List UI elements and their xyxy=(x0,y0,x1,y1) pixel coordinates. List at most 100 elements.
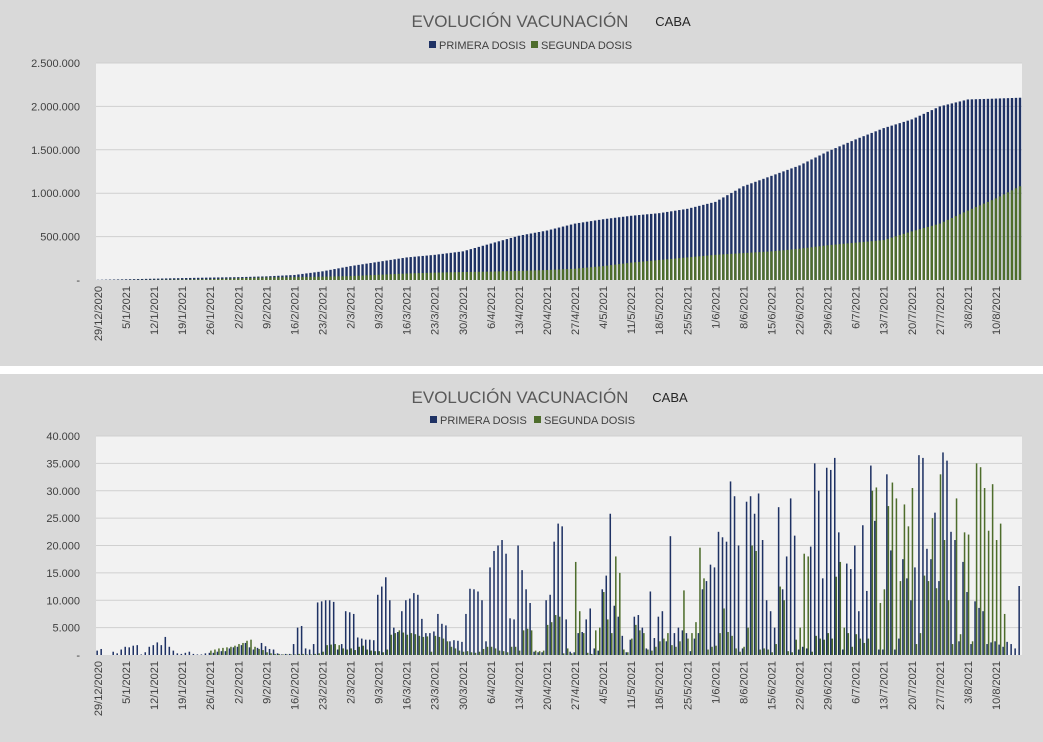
bar-primera-dosis xyxy=(910,600,912,655)
bar-primera-dosis xyxy=(312,644,315,655)
bar-primera-dosis xyxy=(782,171,785,280)
bar-primera-dosis xyxy=(766,177,769,280)
bar-primera-dosis xyxy=(649,591,652,655)
bar-segunda-dosis xyxy=(619,572,621,655)
bar-primera-dosis xyxy=(758,180,761,280)
bar-segunda-dosis xyxy=(914,230,917,280)
bar-segunda-dosis xyxy=(966,210,970,280)
bar-primera-dosis xyxy=(349,266,352,280)
chart-subtitle: CABA xyxy=(655,14,691,29)
bar-segunda-dosis xyxy=(686,257,689,280)
bar-segunda-dosis xyxy=(799,627,801,655)
bar-primera-dosis xyxy=(184,278,188,280)
bar-segunda-dosis xyxy=(959,634,962,655)
x-tick-label: 10/8/2021 xyxy=(991,286,1003,335)
bar-segunda-dosis xyxy=(970,208,974,280)
bar-segunda-dosis xyxy=(834,244,837,280)
bar-primera-dosis xyxy=(774,174,777,280)
bar-segunda-dosis xyxy=(261,277,264,280)
bar-segunda-dosis xyxy=(218,648,220,655)
bar-primera-dosis xyxy=(982,611,984,655)
bar-segunda-dosis xyxy=(727,632,729,655)
bar-primera-dosis xyxy=(749,496,752,655)
x-tick-label: 29/6/2021 xyxy=(823,661,835,710)
bar-segunda-dosis xyxy=(594,630,597,655)
bar-primera-dosis xyxy=(304,648,307,655)
bar-primera-dosis xyxy=(858,137,861,280)
bar-primera-dosis xyxy=(284,653,287,655)
bar-segunda-dosis xyxy=(278,653,280,655)
bar-segunda-dosis xyxy=(715,645,717,655)
bar-segunda-dosis xyxy=(758,252,761,280)
bar-segunda-dosis xyxy=(798,248,801,280)
bar-segunda-dosis xyxy=(474,652,477,655)
bar-segunda-dosis xyxy=(418,635,421,655)
bar-primera-dosis xyxy=(706,203,709,280)
bar-primera-dosis xyxy=(501,540,503,655)
bar-segunda-dosis xyxy=(566,648,569,655)
bar-segunda-dosis xyxy=(549,269,553,280)
bar-segunda-dosis xyxy=(746,252,749,280)
x-tick-label: 16/2/2021 xyxy=(289,661,301,710)
bar-primera-dosis xyxy=(409,598,411,655)
bar-segunda-dosis xyxy=(831,638,834,655)
bar-segunda-dosis xyxy=(679,641,681,655)
bar-primera-dosis xyxy=(357,264,360,280)
bar-segunda-dosis xyxy=(226,647,228,655)
bar-segunda-dosis xyxy=(934,224,938,280)
bar-segunda-dosis xyxy=(398,630,401,655)
bar-primera-dosis xyxy=(878,129,881,280)
bar-segunda-dosis xyxy=(458,650,461,655)
bar-segunda-dosis xyxy=(277,277,280,280)
bar-segunda-dosis xyxy=(470,652,473,655)
bar-primera-dosis xyxy=(581,632,583,655)
bar-segunda-dosis xyxy=(486,646,489,655)
bar-segunda-dosis xyxy=(954,216,958,280)
bar-segunda-dosis xyxy=(373,274,376,280)
bar-segunda-dosis xyxy=(629,262,633,280)
legend-swatch-segunda xyxy=(534,416,541,423)
bar-primera-dosis xyxy=(790,168,793,280)
bar-primera-dosis xyxy=(549,594,551,655)
bar-primera-dosis xyxy=(805,648,808,655)
bar-segunda-dosis xyxy=(851,646,854,655)
bar-primera-dosis xyxy=(882,649,884,655)
bar-primera-dosis xyxy=(417,594,419,655)
bar-primera-dosis xyxy=(256,647,259,655)
daily-chart: EVOLUCIÓN VACUNACIÓN CABA PRIMERA DOSIS … xyxy=(46,388,1022,716)
bar-segunda-dosis xyxy=(317,276,320,280)
x-tick-label: 27/7/2021 xyxy=(935,661,947,710)
bar-segunda-dosis xyxy=(915,644,918,655)
bar-segunda-dosis xyxy=(253,277,256,280)
bar-segunda-dosis xyxy=(671,645,673,655)
bar-primera-dosis xyxy=(629,639,632,655)
bar-primera-dosis xyxy=(545,230,549,280)
bar-primera-dosis xyxy=(517,545,519,655)
bar-segunda-dosis xyxy=(550,622,553,655)
bar-segunda-dosis xyxy=(979,467,982,655)
bar-segunda-dosis xyxy=(958,214,962,280)
bar-primera-dosis xyxy=(694,206,697,280)
x-tick-label: 22/6/2021 xyxy=(795,286,807,335)
bar-segunda-dosis xyxy=(695,622,697,655)
bar-primera-dosis xyxy=(553,228,557,280)
bar-primera-dosis xyxy=(268,648,271,655)
bar-primera-dosis xyxy=(829,469,832,655)
bar-primera-dosis xyxy=(850,141,853,280)
bar-segunda-dosis xyxy=(406,634,409,655)
bar-segunda-dosis xyxy=(883,589,886,655)
bar-primera-dosis xyxy=(813,463,816,655)
bar-segunda-dosis xyxy=(582,633,585,655)
bar-segunda-dosis xyxy=(381,274,384,280)
bar-segunda-dosis xyxy=(485,271,489,280)
bar-segunda-dosis xyxy=(554,615,557,655)
bar-primera-dosis xyxy=(878,649,880,655)
bar-primera-dosis xyxy=(854,139,857,280)
x-tick-label: 16/3/2021 xyxy=(402,661,414,710)
bar-segunda-dosis xyxy=(217,278,220,280)
bar-primera-dosis xyxy=(385,260,388,280)
bar-primera-dosis xyxy=(866,134,869,280)
bar-segunda-dosis xyxy=(683,590,685,655)
bar-primera-dosis xyxy=(489,567,491,655)
bar-segunda-dosis xyxy=(719,633,721,655)
